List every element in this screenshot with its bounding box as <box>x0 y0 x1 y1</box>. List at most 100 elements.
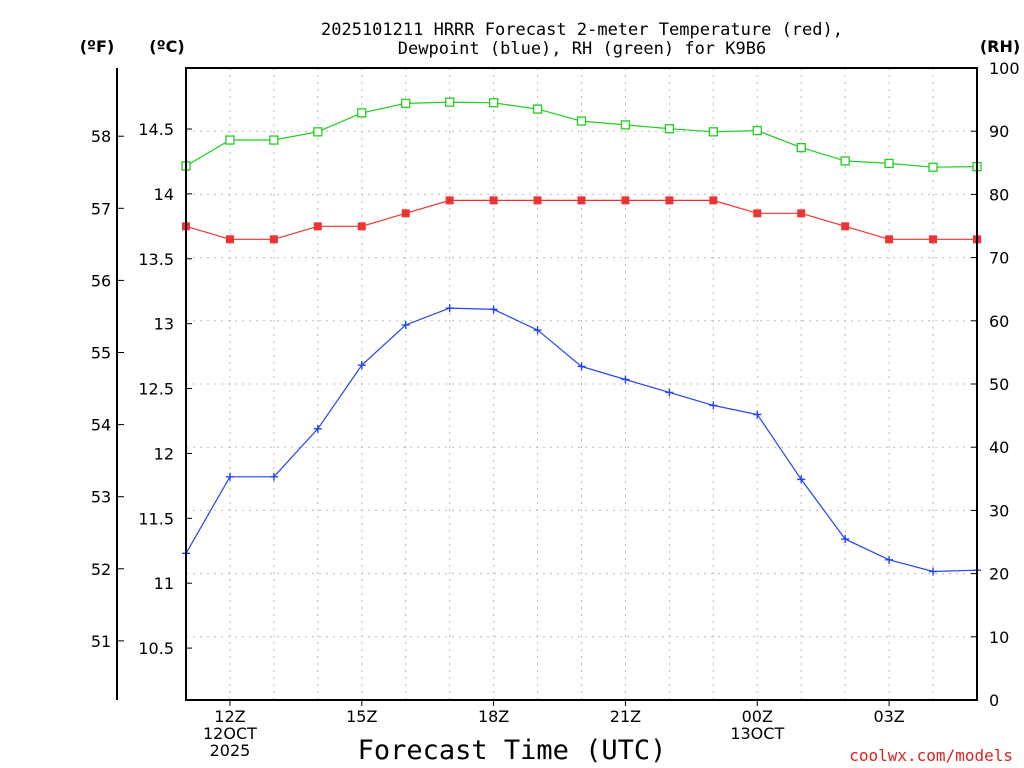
dewpoint-point <box>357 361 366 370</box>
temperature-point <box>489 196 498 205</box>
rh-point <box>928 162 938 172</box>
rh-tick-label: 10 <box>989 628 1009 647</box>
fahrenheit-tick-label: 57 <box>91 199 111 218</box>
rh-point <box>269 135 279 145</box>
temperature-point <box>533 196 542 205</box>
rh-point <box>752 125 762 136</box>
rh-point <box>357 108 367 118</box>
chart-title-line2: Dewpoint (blue), RH (green) for K9B6 <box>398 39 766 59</box>
rh-point <box>445 97 455 107</box>
time-tick-label: 03Z <box>873 707 904 726</box>
temperature-point <box>357 222 366 231</box>
rh-tick-label: 40 <box>989 438 1009 457</box>
rh-tick-label: 20 <box>989 565 1009 584</box>
dewpoint-point <box>445 304 454 313</box>
rh-point <box>313 127 323 137</box>
temperature-point <box>225 235 234 244</box>
dewpoint-point <box>577 362 586 371</box>
rh-tick-label: 0 <box>989 691 999 710</box>
rh-point <box>576 116 587 126</box>
temperature-point <box>401 209 410 218</box>
fahrenheit-tick-label: 51 <box>91 632 111 651</box>
rh-tick-label: 50 <box>989 375 1009 394</box>
celsius-tick-label: 10.5 <box>138 639 174 658</box>
fahrenheit-tick-label: 56 <box>91 271 111 290</box>
temperature-point <box>797 209 806 218</box>
rh-tick-label: 100 <box>989 59 1020 78</box>
rh-tick-label: 30 <box>989 501 1009 520</box>
dewpoint-point <box>885 555 894 564</box>
time-tick-label: 15Z <box>346 707 377 726</box>
time-tick-label: 00Z <box>742 707 773 726</box>
dewpoint-point <box>533 326 542 335</box>
temperature-point <box>621 196 630 205</box>
dewpoint-point <box>665 388 674 397</box>
rh-point <box>708 127 718 137</box>
time-tick-label: 12OCT <box>203 724 257 743</box>
plot-frame <box>185 67 978 701</box>
x-axis-label: Forecast Time (UTC) <box>358 735 667 766</box>
temperature-point <box>885 235 894 244</box>
rh-point <box>840 156 850 166</box>
fahrenheit-unit-label: (ºF) <box>80 37 115 56</box>
temperature-point <box>445 196 454 205</box>
grid-lines <box>186 68 977 700</box>
temperature-point <box>269 235 278 244</box>
celsius-tick-label: 11 <box>154 574 174 593</box>
celsius-tick-label: 12 <box>154 444 174 463</box>
rh-unit-label: (RH) <box>980 37 1020 56</box>
time-tick-label: 13OCT <box>730 724 784 743</box>
rh-point <box>796 142 806 153</box>
rh-point <box>532 104 543 114</box>
rh-axis: 0 10 20 30 40 50 60 70 80 90 100 <box>971 59 1020 710</box>
fahrenheit-axis: 51 52 53 54 55 56 57 58 <box>91 127 124 651</box>
rh-point <box>225 135 235 145</box>
dewpoint-point <box>225 472 234 481</box>
temperature-point <box>313 222 322 231</box>
rh-tick-label: 70 <box>989 249 1009 268</box>
celsius-tick-label: 11.5 <box>138 509 174 528</box>
time-tick-label: 21Z <box>610 707 641 726</box>
rh-point <box>488 98 499 108</box>
dewpoint-point <box>401 320 410 329</box>
dewpoint-point <box>269 472 278 481</box>
temperature-point <box>577 196 586 205</box>
fahrenheit-tick-label: 52 <box>91 560 111 579</box>
celsius-tick-label: 14.5 <box>138 120 174 139</box>
rh-point <box>620 120 631 130</box>
celsius-tick-label: 13.5 <box>138 250 174 269</box>
time-tick-label: 12Z <box>214 707 245 726</box>
time-tick-label: 2025 <box>210 741 251 760</box>
dewpoint-point <box>621 375 630 384</box>
temperature-point <box>709 196 718 205</box>
temperature-point <box>841 222 850 231</box>
rh-point <box>401 98 411 109</box>
celsius-tick-label: 12.5 <box>138 380 174 399</box>
dewpoint-point <box>709 401 718 410</box>
dewpoint-point <box>489 305 498 314</box>
time-tick-label: 18Z <box>478 707 509 726</box>
dewpoint-point <box>753 410 762 419</box>
dewpoint-point <box>929 567 938 576</box>
rh-tick-label: 60 <box>989 312 1009 331</box>
celsius-tick-label: 13 <box>154 315 174 334</box>
temperature-point <box>665 196 674 205</box>
temperature-point <box>929 235 938 244</box>
fahrenheit-tick-label: 54 <box>91 416 111 435</box>
rh-point <box>884 158 894 169</box>
fahrenheit-tick-label: 53 <box>91 488 111 507</box>
celsius-axis: 10.5 11 11.5 12 12.5 13 13.5 14 14.5 <box>138 120 192 658</box>
dewpoint-point <box>797 475 806 484</box>
celsius-tick-label: 14 <box>154 185 174 204</box>
fahrenheit-tick-label: 58 <box>91 127 111 146</box>
rh-tick-label: 90 <box>989 122 1009 141</box>
celsius-unit-label: (ºC) <box>149 37 184 56</box>
fahrenheit-tick-label: 55 <box>91 343 111 362</box>
credit-text: coolwx.com/models <box>849 746 1013 765</box>
chart-title-line1: 2025101211 HRRR Forecast 2-meter Tempera… <box>321 20 843 40</box>
dewpoint-point <box>841 535 850 544</box>
temperature-point <box>753 209 762 218</box>
